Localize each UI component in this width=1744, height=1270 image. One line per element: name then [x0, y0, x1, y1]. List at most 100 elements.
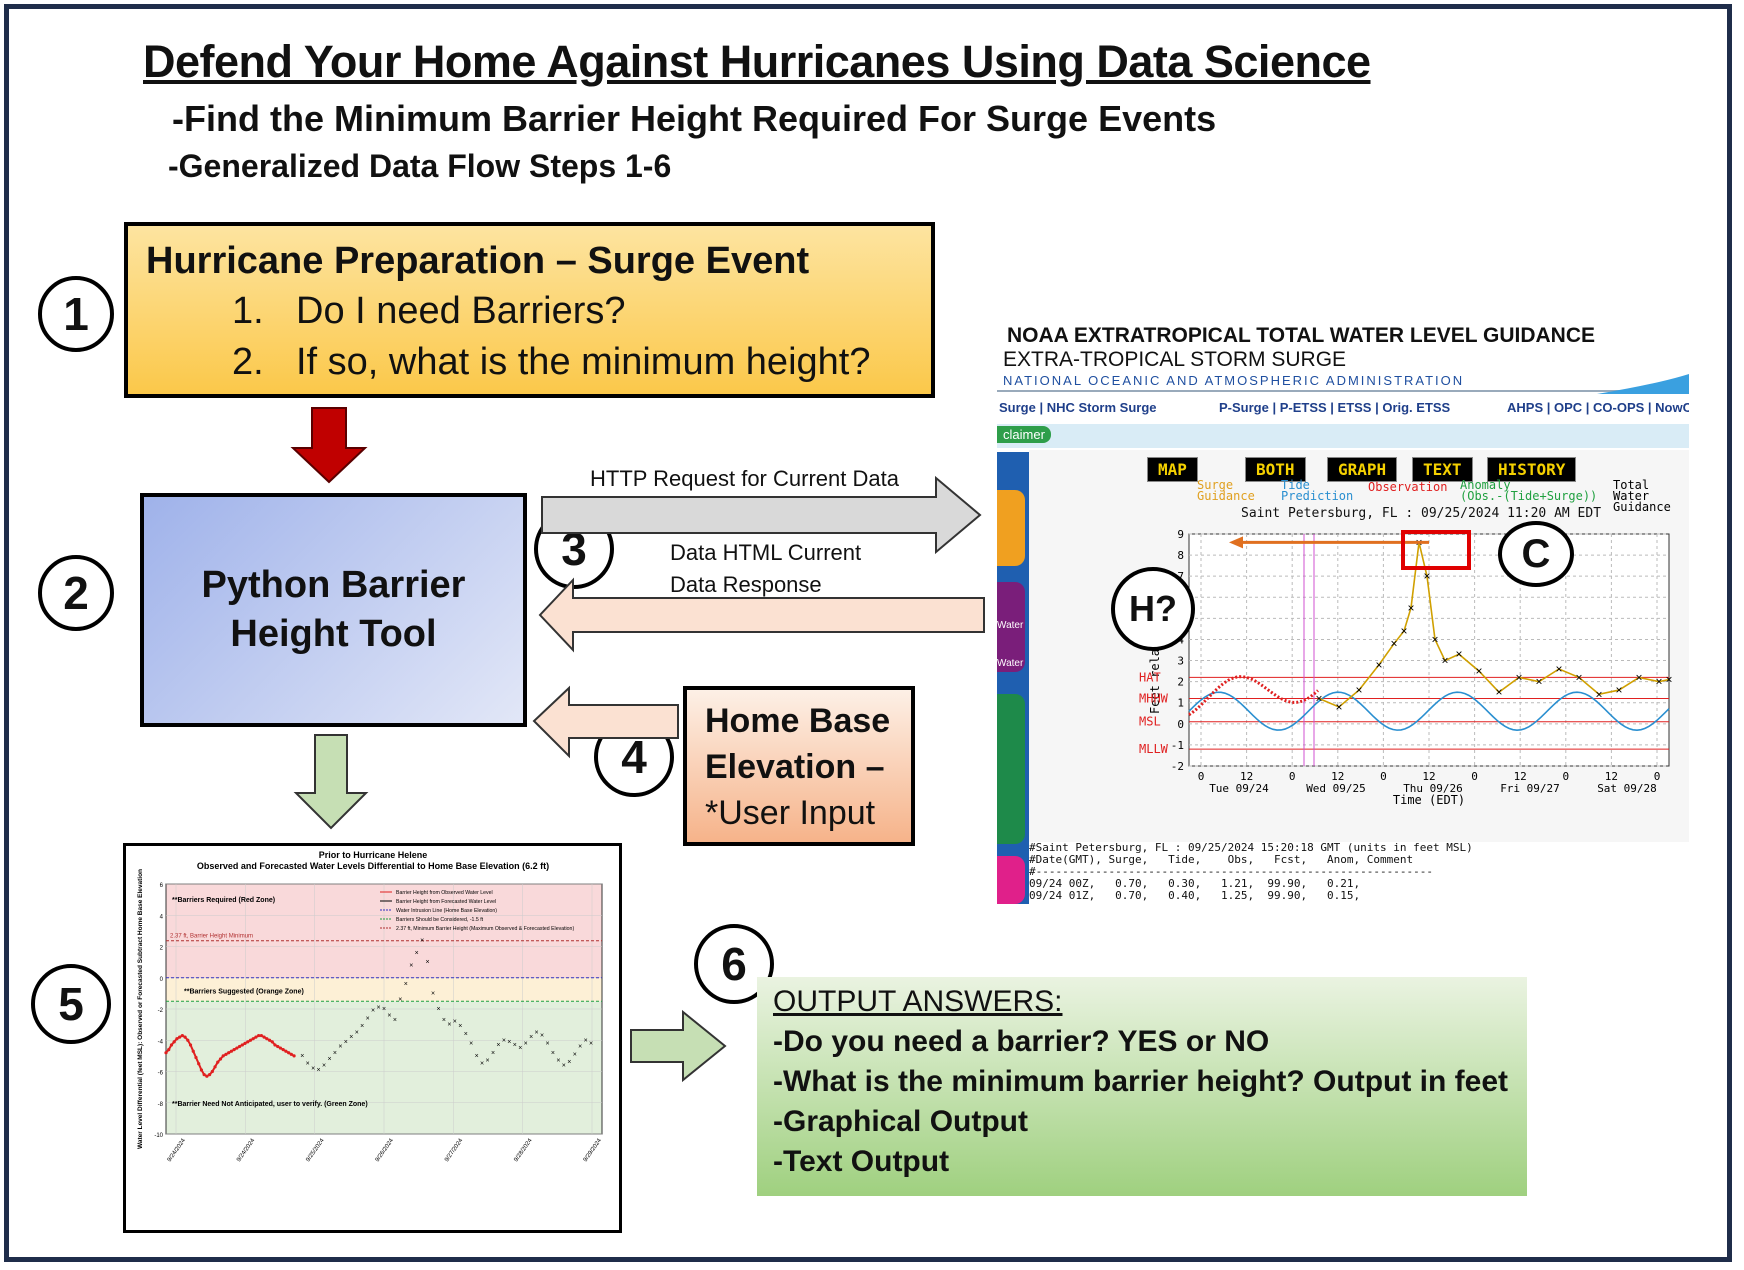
- legend-entry: Barriers Should be Considered, -1.5 ft: [396, 917, 484, 923]
- legend-observation: Observation: [1368, 480, 1448, 494]
- forecast-point: ×: [355, 1029, 359, 1036]
- total-water-mark: ×: [1441, 654, 1448, 668]
- observed-point: [183, 1035, 187, 1039]
- text-line-3: #---------------------------------------…: [1029, 865, 1433, 878]
- observed-point: [188, 1043, 193, 1047]
- forecast-point: ×: [562, 1062, 566, 1069]
- home-base-line-2: Elevation –: [705, 748, 885, 786]
- observed-point: [167, 1048, 171, 1052]
- output-answers-box: OUTPUT ANSWERS: -Do you need a barrier? …: [757, 977, 1527, 1196]
- total-water-mark: ×: [1595, 687, 1602, 701]
- noaa-subtitle: EXTRA-TROPICAL STORM SURGE: [1003, 348, 1347, 371]
- output-heading: OUTPUT ANSWERS:: [773, 985, 1063, 1018]
- tab-graph[interactable]: GRAPH: [1327, 457, 1398, 482]
- total-water-mark: ×: [1400, 624, 1407, 638]
- forecast-point: ×: [491, 1050, 495, 1057]
- question-1-text: Do I need Barriers?: [296, 290, 626, 332]
- step-6-circle: 6: [694, 924, 774, 1004]
- x-tick-label: 12: [1331, 770, 1344, 783]
- x-tick-label: 9/27/2024: [444, 1137, 465, 1163]
- page-title: Defend Your Home Against Hurricanes Usin…: [143, 36, 1371, 87]
- subtitle-data-flow: -Generalized Data Flow Steps 1-6: [168, 148, 672, 184]
- x-tick-label: 9/24/2024: [236, 1137, 257, 1163]
- step-6-label: 6: [721, 938, 747, 990]
- total-water-mark: ×: [1335, 700, 1342, 714]
- observed-point: [186, 1038, 190, 1042]
- observed-point: [273, 1043, 277, 1047]
- forecast-point: ×: [306, 1061, 310, 1068]
- forecast-point: ×: [442, 1017, 446, 1024]
- observed-point: [243, 1041, 247, 1045]
- plot-y-label: Water Level Differential (feet MSL): Obs…: [137, 869, 144, 1149]
- text-line-4: 09/24 00Z, 0.70, 0.30, 1.21, 99.90, 0.21…: [1029, 877, 1361, 890]
- forecast-point: ×: [349, 1034, 353, 1041]
- forecast-point: ×: [545, 1040, 549, 1047]
- forecast-point: ×: [589, 1040, 593, 1047]
- x-tick-label: 9/24/2024: [167, 1137, 188, 1163]
- header-divider: [997, 390, 1689, 392]
- observed-point: [172, 1040, 176, 1044]
- y-tick-label: -2: [158, 1008, 164, 1014]
- day-label: Fri 09/27: [1500, 782, 1560, 795]
- tab-text[interactable]: TEXT: [1412, 457, 1473, 482]
- forecast-point: ×: [535, 1029, 539, 1036]
- x-tick-label: 9/28/2024: [513, 1137, 534, 1163]
- nav-right-links[interactable]: AHPS | OPC | CO-OPS | NowC: [1507, 400, 1689, 415]
- forecast-point: ×: [529, 1034, 533, 1041]
- forecast-point: ×: [551, 1050, 555, 1057]
- forecast-point: ×: [502, 1037, 506, 1044]
- peak-arrow-head: [1229, 536, 1243, 549]
- nav-left-links[interactable]: Surge | NHC Storm Surge: [999, 400, 1157, 415]
- disclaimer-bar: [997, 424, 1689, 448]
- text-line-2: #Date(GMT), Surge, Tide, Obs, Fcst, Anom…: [1029, 853, 1414, 866]
- tab-both[interactable]: BOTH: [1245, 457, 1306, 482]
- tab-map[interactable]: MAP: [1147, 457, 1198, 482]
- side-tab-green[interactable]: [997, 694, 1025, 844]
- y-tick-label: -6: [158, 1071, 164, 1077]
- x-tick-label: 0: [1380, 770, 1387, 783]
- observed-point: [175, 1037, 179, 1041]
- y-tick-label: 4: [160, 914, 164, 920]
- forecast-point: ×: [513, 1042, 517, 1049]
- forecast-point: ×: [453, 1019, 457, 1026]
- observed-point: [205, 1074, 209, 1078]
- side-tab-purple[interactable]: [997, 582, 1025, 672]
- noaa-title: NOAA EXTRATROPICAL TOTAL WATER LEVEL GUI…: [1007, 324, 1596, 347]
- plot-subtitle: Observed and Forecasted Water Levels Dif…: [197, 861, 549, 871]
- forecast-point: ×: [311, 1065, 315, 1072]
- legend-entry: Water Intrusion Line (Home Base Elevatio…: [396, 908, 497, 914]
- callout-h: H?: [1111, 567, 1195, 651]
- observed-point: [270, 1040, 274, 1044]
- down-arrow-green: [293, 734, 369, 830]
- green-zone-label: **Barrier Need Not Anticipated, user to …: [172, 1101, 368, 1108]
- right-arrow-output: [630, 1009, 727, 1083]
- forecast-point: ×: [573, 1051, 577, 1058]
- forecast-point: ×: [464, 1031, 468, 1038]
- observed-point: [199, 1068, 204, 1072]
- side-tab-pink[interactable]: [997, 856, 1025, 904]
- observed-point: [240, 1043, 244, 1047]
- subtitle-minimum-height: -Find the Minimum Barrier Height Require…: [172, 98, 1217, 139]
- observed-point: [287, 1051, 291, 1055]
- legend-entry: Barrier Height from Observed Water Level: [396, 890, 493, 896]
- total-water-mark: ×: [1575, 670, 1582, 684]
- total-water-mark: ×: [1407, 601, 1414, 615]
- http-request-label: HTTP Request for Current Data: [590, 466, 899, 491]
- home-base-line-3: *User Input: [705, 794, 876, 832]
- forecast-point: ×: [344, 1039, 348, 1046]
- day-label: Wed 09/25: [1306, 782, 1366, 795]
- callout-c: C: [1498, 521, 1574, 587]
- nav-mid-links[interactable]: P-Surge | P-ETSS | ETSS | Orig. ETSS: [1219, 400, 1451, 415]
- total-water-mark: ×: [1355, 683, 1362, 697]
- hurricane-preparation-title: Hurricane Preparation – Surge Event: [146, 240, 810, 282]
- side-tab-orange[interactable]: [997, 490, 1025, 566]
- text-line-5: 09/24 01Z, 0.70, 0.40, 1.25, 99.90, 0.15…: [1029, 889, 1361, 902]
- y-tick-label: 8: [1177, 549, 1184, 562]
- forecast-point: ×: [377, 1004, 381, 1011]
- forecast-point: ×: [409, 962, 413, 969]
- disclaimer-button[interactable]: claimer: [997, 426, 1051, 443]
- ref-label-mllw: MLLW: [1139, 742, 1169, 756]
- tab-history[interactable]: HISTORY: [1487, 457, 1577, 482]
- legend-total-2: Guidance: [1613, 500, 1671, 514]
